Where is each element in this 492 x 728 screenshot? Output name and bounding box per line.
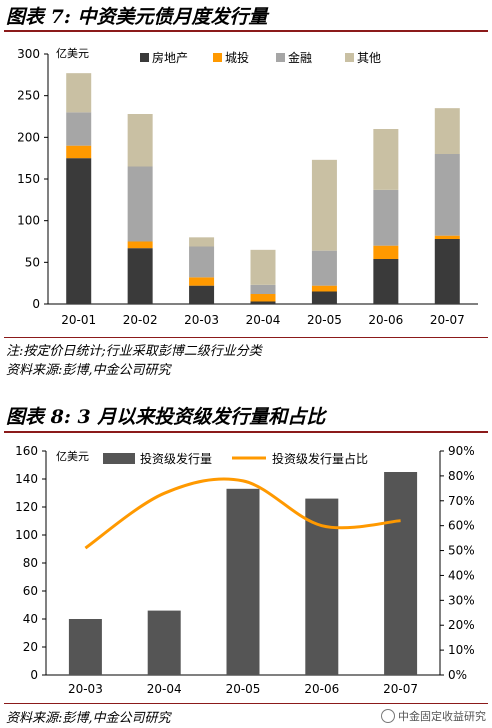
x-tick-label: 20-07 <box>383 682 418 696</box>
bar-segment <box>373 245 399 259</box>
figure-7-bottom-rule <box>4 337 488 338</box>
y-tick-label: 20 <box>23 640 38 654</box>
figure-8-bottom-rule <box>4 703 488 704</box>
legend-label: 房地产 <box>152 50 188 65</box>
chart-ig-issuance: 0 20 40 60 80 100 120 140 160 0% 10% 20% 30% 40% 50% 60… <box>15 444 475 696</box>
bar-segment <box>250 249 276 285</box>
y-tick-label: 250 <box>17 89 40 103</box>
y-axis-unit-label: 亿美元 <box>56 47 89 60</box>
bar-segment <box>189 285 215 304</box>
x-tick-label: 20-07 <box>430 313 465 327</box>
x-tick-label: 20-02 <box>123 313 158 327</box>
chart-monthly-issuance: 0 50 100 150 200 250 300 亿美元 20-01 20-02 20-03 20-0… <box>17 47 478 327</box>
watermark-text: 中金固定收益研究 <box>398 710 486 723</box>
bar-segment <box>373 189 399 246</box>
wechat-logo-icon <box>381 709 395 723</box>
bar <box>147 610 181 675</box>
y-tick-label: 50 <box>25 255 40 269</box>
y-tick-label: 140 <box>15 472 38 486</box>
y2-tick-label: 60% <box>448 519 475 533</box>
y2-tick-label: 0% <box>448 668 467 682</box>
x-tick-label: 20-05 <box>307 313 342 327</box>
legend-swatch <box>276 53 285 62</box>
bar-segment <box>66 112 92 146</box>
y-tick-label: 60 <box>23 584 38 598</box>
legend-label: 城投 <box>225 50 249 65</box>
x-tick-label: 20-04 <box>147 682 182 696</box>
legend-label: 金融 <box>288 50 312 65</box>
bar-segment <box>250 301 276 304</box>
figure-8-top-rule <box>4 431 488 433</box>
bar-segment <box>311 291 337 304</box>
y2-tick-label: 40% <box>448 568 475 582</box>
y-tick-label: 200 <box>17 130 40 144</box>
figure-7-top-rule <box>4 30 488 32</box>
y-tick-label: 150 <box>17 172 40 186</box>
y-tick-label: 0 <box>32 297 40 311</box>
legend-swatch <box>345 53 354 62</box>
bar-segment <box>250 284 276 294</box>
y2-tick-label: 20% <box>448 618 475 632</box>
bar-segment <box>250 294 276 302</box>
legend-swatch <box>140 53 149 62</box>
bar-segment <box>434 154 460 236</box>
y-axis-unit-label: 亿美元 <box>56 450 89 463</box>
y-tick-label: 100 <box>15 528 38 542</box>
y-tick-label: 100 <box>17 214 40 228</box>
bar-segment <box>66 73 92 113</box>
figure-8-source: 资料来源:彭博,中金公司研究 <box>6 711 171 726</box>
y2-tick-label: 10% <box>448 643 475 657</box>
y-tick-label: 0 <box>30 668 38 682</box>
bar-segment <box>373 259 399 304</box>
figure-7-note: 注:按定价日统计;行业采取彭博二级行业分类 <box>6 344 262 359</box>
bar-segment <box>434 239 460 304</box>
figure-7-title: 图表 7: 中资美元债月度发行量 <box>6 6 268 28</box>
bar <box>68 619 102 675</box>
y2-tick-label: 30% <box>448 593 475 607</box>
y-tick-label: 120 <box>15 500 38 514</box>
bar-segment <box>189 237 215 247</box>
bar-segment <box>311 159 337 251</box>
y-tick-label: 300 <box>17 47 40 61</box>
bar-segment <box>66 158 92 304</box>
x-tick-label: 20-06 <box>304 682 339 696</box>
x-tick-label: 20-03 <box>68 682 103 696</box>
y-tick-label: 160 <box>15 444 38 458</box>
legend-swatch-bar <box>103 453 135 464</box>
y2-tick-label: 80% <box>448 469 475 483</box>
bar-segment <box>311 285 337 292</box>
bar <box>384 472 418 675</box>
x-tick-label: 20-06 <box>368 313 403 327</box>
watermark: 中金固定收益研究 <box>381 708 486 724</box>
x-tick-label: 20-01 <box>61 313 96 327</box>
bar-segment <box>434 235 460 239</box>
legend-label-bar: 投资级发行量 <box>140 451 212 466</box>
bar-segment <box>66 145 92 159</box>
bar-segment <box>373 129 399 190</box>
bar-segment <box>189 277 215 286</box>
figure-8-title: 图表 8: 3 月以来投资级发行量和占比 <box>6 406 326 428</box>
bar-segment <box>127 114 153 167</box>
x-tick-label: 20-03 <box>184 313 219 327</box>
bar-segment <box>127 166 153 242</box>
legend-label-line: 投资级发行量占比 <box>272 451 368 466</box>
y2-tick-label: 70% <box>448 494 475 508</box>
y2-tick-label: 50% <box>448 544 475 558</box>
legend-label: 其他 <box>357 51 381 65</box>
bar-segment <box>127 248 153 304</box>
bar-segment <box>311 250 337 286</box>
legend-swatch <box>213 53 222 62</box>
x-tick-label: 20-04 <box>246 313 281 327</box>
x-tick-label: 20-05 <box>226 682 261 696</box>
bar <box>226 488 260 675</box>
y-tick-label: 80 <box>23 556 38 570</box>
y2-tick-label: 90% <box>448 444 475 458</box>
figure-7-source: 资料来源:彭博,中金公司研究 <box>6 363 171 378</box>
bar-segment <box>434 108 460 154</box>
y-tick-label: 40 <box>23 612 38 626</box>
bar-segment <box>189 246 215 278</box>
bar-segment <box>127 241 153 249</box>
